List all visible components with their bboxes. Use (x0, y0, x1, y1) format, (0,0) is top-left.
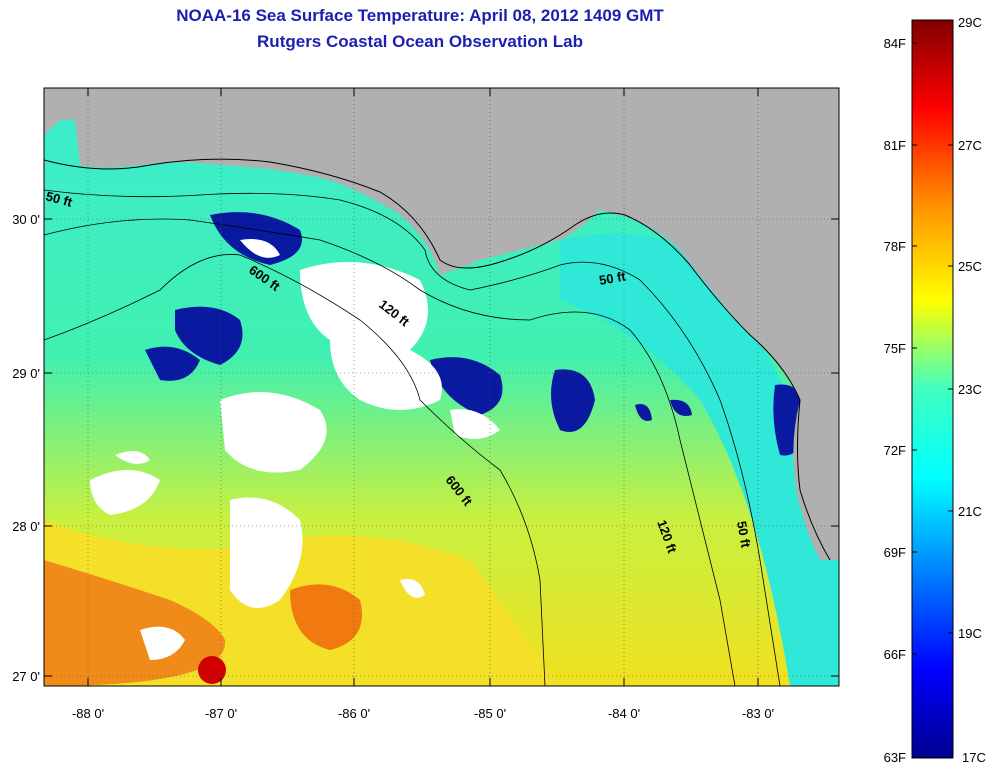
colorbar-f-72: 72F (884, 443, 906, 458)
plot-frame (43, 87, 840, 687)
lat-label-27: 27 0' (12, 669, 40, 684)
lon-label-86: -86 0' (338, 706, 370, 721)
colorbar-c-19: 19C (958, 626, 982, 641)
contour-label-50ft-southeast: 50 ft (734, 520, 754, 550)
axis-ticks (44, 88, 839, 686)
contour-label-50ft-west: 50 ft (44, 188, 74, 210)
lon-label-85: -85 0' (474, 706, 506, 721)
colorbar-c-27: 27C (958, 138, 982, 153)
lon-label-83: -83 0' (742, 706, 774, 721)
contour-label-50ft-east: 50 ft (598, 268, 628, 288)
colorbar-c-29: 29C (958, 15, 982, 30)
map-title: NOAA-16 Sea Surface Temperature: April 0… (176, 6, 664, 25)
shelf-cool-band (560, 233, 839, 686)
land-mass (44, 88, 839, 560)
lon-label-87: -87 0' (205, 706, 237, 721)
colorbar-f-78: 78F (884, 239, 906, 254)
colorbar-c-25: 25C (958, 259, 982, 274)
lon-label-88: -88 0' (72, 706, 104, 721)
cloud-mask (90, 239, 500, 660)
colorbar-f-66: 66F (884, 647, 906, 662)
lat-label-29: 29 0' (12, 366, 40, 381)
cold-patches (145, 212, 808, 456)
colorbar-f-75: 75F (884, 341, 906, 356)
lon-label-84: -84 0' (608, 706, 640, 721)
colorbar-f-63: 63F (884, 750, 906, 765)
coastline (44, 158, 831, 561)
map-subtitle: Rutgers Coastal Ocean Observation Lab (257, 32, 583, 51)
hot-water-region-2 (290, 584, 362, 650)
colorbar-c-23: 23C (958, 382, 982, 397)
hot-water-region (44, 560, 226, 686)
colorbar-ticks (912, 42, 953, 655)
depth-contours (44, 189, 781, 686)
colorbar (911, 19, 954, 759)
colorbar-f-69: 69F (884, 545, 906, 560)
colorbar-f-81: 81F (884, 138, 906, 153)
colorbar-f-84: 84F (884, 36, 906, 51)
lat-label-28: 28 0' (12, 519, 40, 534)
colorbar-c-21: 21C (958, 504, 982, 519)
hot-spot (198, 656, 226, 684)
graticule (44, 88, 839, 686)
lat-label-30: 30 0' (12, 212, 40, 227)
colorbar-c-17: 17C (962, 750, 986, 765)
